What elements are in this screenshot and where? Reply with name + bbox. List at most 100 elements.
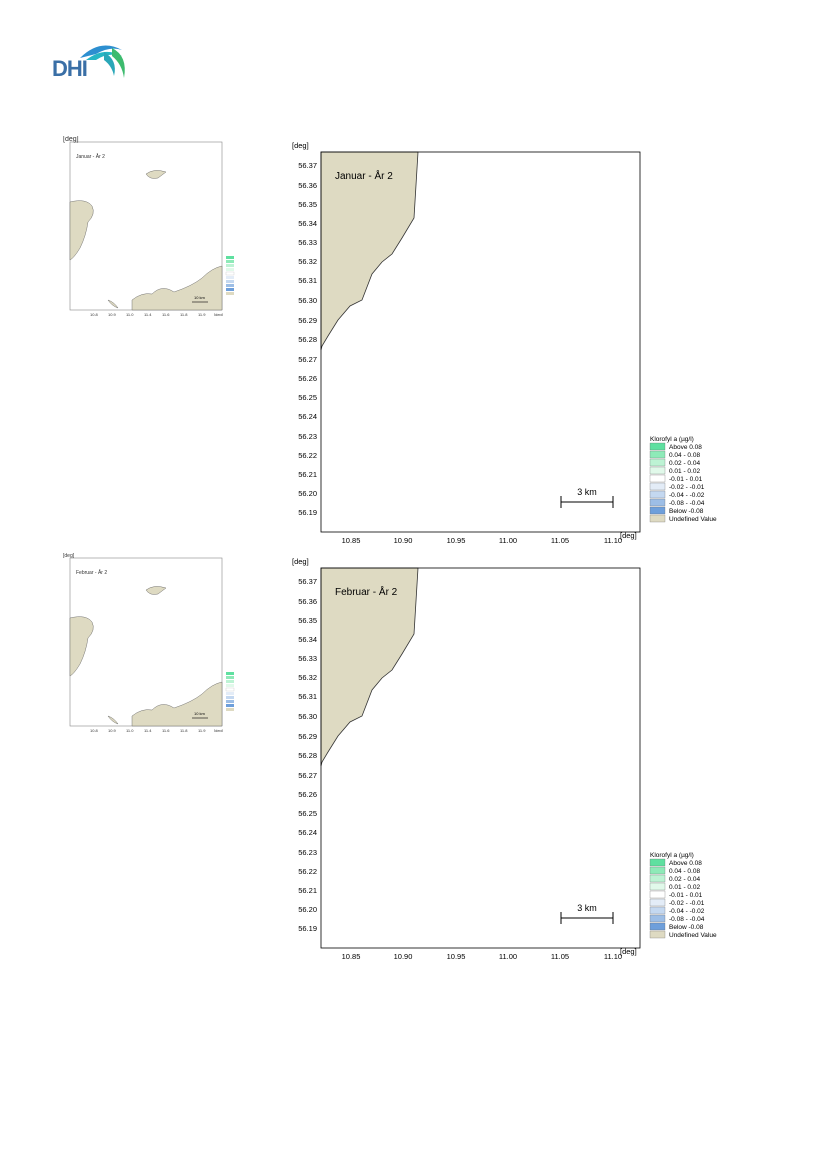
svg-text:11.9: 11.9 bbox=[198, 312, 206, 316]
y-tick: 56.34 bbox=[298, 219, 317, 228]
y-tick: 56.22 bbox=[298, 451, 317, 460]
svg-text:-0.02 - -0.01: -0.02 - -0.01 bbox=[669, 900, 705, 907]
svg-text:[deg]: [deg] bbox=[214, 312, 223, 316]
svg-text:Above 0.08: Above 0.08 bbox=[669, 860, 702, 867]
svg-text:-0.02 - -0.01: -0.02 - -0.01 bbox=[669, 484, 705, 491]
svg-text:11.6: 11.6 bbox=[162, 728, 170, 732]
svg-text:Above 0.08: Above 0.08 bbox=[669, 444, 702, 451]
y-tick: 56.28 bbox=[298, 751, 317, 760]
y-unit-label: [deg] bbox=[292, 141, 309, 150]
svg-text:-0.01 - 0.01: -0.01 - 0.01 bbox=[669, 892, 703, 899]
svg-text:[deg]: [deg] bbox=[214, 728, 223, 732]
y-tick: 56.20 bbox=[298, 905, 317, 914]
y-tick: 56.19 bbox=[298, 508, 317, 517]
svg-text:0.01 - 0.02: 0.01 - 0.02 bbox=[669, 884, 700, 891]
y-tick: 56.28 bbox=[298, 335, 317, 344]
map-frame bbox=[320, 567, 641, 949]
land-polygon bbox=[320, 567, 419, 767]
svg-text:[deg]: [deg] bbox=[63, 553, 75, 559]
svg-text:10.8: 10.8 bbox=[90, 728, 99, 732]
y-tick: 56.35 bbox=[298, 200, 317, 209]
y-tick: 56.27 bbox=[298, 771, 317, 780]
x-tick: 10.85 bbox=[342, 952, 361, 961]
legend-title: Klorofyl a (µg/l) bbox=[650, 436, 694, 443]
svg-text:10 km: 10 km bbox=[194, 711, 206, 716]
y-tick: 56.27 bbox=[298, 355, 317, 364]
y-tick: 56.35 bbox=[298, 616, 317, 625]
y-tick: 56.30 bbox=[298, 296, 317, 305]
svg-text:0.02 - 0.04: 0.02 - 0.04 bbox=[669, 876, 700, 883]
x-tick: 11.00 bbox=[499, 536, 517, 545]
y-tick: 56.21 bbox=[298, 886, 317, 895]
svg-text:-0.08 - -0.04: -0.08 - -0.04 bbox=[669, 916, 705, 923]
svg-text:0.04 - 0.08: 0.04 - 0.08 bbox=[669, 452, 700, 459]
thumb-title: Februar - År 2 bbox=[76, 569, 107, 576]
x-tick: 10.95 bbox=[447, 536, 466, 545]
x-tick: 10.85 bbox=[342, 536, 361, 545]
overview-thumbnail-january: [deg] Januar - År 2 10 km 10.8 10.9 11.0 11… bbox=[62, 136, 272, 316]
svg-text:11.8: 11.8 bbox=[180, 312, 188, 316]
svg-text:-0.04 - -0.02: -0.04 - -0.02 bbox=[669, 908, 705, 915]
svg-text:10.9: 10.9 bbox=[108, 312, 117, 316]
x-tick: 10.95 bbox=[447, 952, 466, 961]
svg-text:Below -0.08: Below -0.08 bbox=[669, 508, 704, 515]
legend: Klorofyl a (µg/l) Above 0.08 0.04 - 0.08… bbox=[649, 852, 717, 939]
y-tick: 56.37 bbox=[298, 161, 317, 170]
y-tick: 56.32 bbox=[298, 257, 317, 266]
svg-text:11.0: 11.0 bbox=[126, 728, 134, 732]
logo-wave-icon bbox=[80, 45, 125, 78]
map-panel-january: [deg] Januar - År 2 56.37 56.36 56.35 56… bbox=[280, 140, 730, 550]
svg-text:11.9: 11.9 bbox=[198, 728, 206, 732]
logo-text: DHI bbox=[52, 56, 88, 81]
svg-text:11.6: 11.6 bbox=[162, 312, 170, 316]
x-unit-label: [deg] bbox=[620, 531, 637, 540]
y-tick: 56.25 bbox=[298, 809, 317, 818]
y-unit-label: [deg] bbox=[292, 557, 309, 566]
y-tick: 56.25 bbox=[298, 393, 317, 402]
y-tick: 56.20 bbox=[298, 489, 317, 498]
svg-text:10.9: 10.9 bbox=[108, 728, 117, 732]
y-tick: 56.26 bbox=[298, 374, 317, 383]
svg-text:-0.04 - -0.02: -0.04 - -0.02 bbox=[669, 492, 705, 499]
x-unit-label: [deg] bbox=[620, 947, 637, 956]
svg-text:0.04 - 0.08: 0.04 - 0.08 bbox=[669, 868, 700, 875]
y-tick: 56.33 bbox=[298, 238, 317, 247]
map-title: Februar - År 2 bbox=[335, 585, 398, 598]
y-tick: 56.30 bbox=[298, 712, 317, 721]
svg-text:Undefined Value: Undefined Value bbox=[669, 932, 717, 939]
svg-text:[deg]: [deg] bbox=[63, 136, 79, 143]
svg-text:-0.01 - 0.01: -0.01 - 0.01 bbox=[669, 476, 703, 483]
y-tick: 56.23 bbox=[298, 432, 317, 441]
svg-text:11.4: 11.4 bbox=[144, 312, 152, 316]
legend-title: Klorofyl a (µg/l) bbox=[650, 852, 694, 859]
y-tick: 56.31 bbox=[298, 692, 317, 701]
scale-bar: 3 km bbox=[560, 487, 614, 508]
x-tick: 11.10 bbox=[604, 952, 622, 961]
svg-text:10 km: 10 km bbox=[194, 295, 206, 300]
svg-text:Below -0.08: Below -0.08 bbox=[669, 924, 704, 931]
dhi-logo: DHI bbox=[52, 38, 132, 82]
svg-text:0.02 - 0.04: 0.02 - 0.04 bbox=[669, 460, 700, 467]
y-tick: 56.24 bbox=[298, 828, 317, 837]
map-frame bbox=[320, 151, 641, 533]
x-tick: 10.90 bbox=[394, 952, 413, 961]
x-tick: 11.05 bbox=[551, 536, 569, 545]
svg-text:3 km: 3 km bbox=[577, 903, 597, 913]
scale-bar: 3 km bbox=[560, 903, 614, 924]
y-tick: 56.21 bbox=[298, 470, 317, 479]
y-tick: 56.22 bbox=[298, 867, 317, 876]
svg-text:11.0: 11.0 bbox=[126, 312, 134, 316]
x-tick: 10.90 bbox=[394, 536, 413, 545]
y-tick: 56.37 bbox=[298, 577, 317, 586]
svg-text:Undefined Value: Undefined Value bbox=[669, 516, 717, 523]
overview-thumbnail-february: [deg] Februar - År 2 10 km 10.8 10.9 11.0 1… bbox=[62, 552, 272, 732]
map-panel-february: [deg] Februar - År 2 56.37 56.36 56.35 5… bbox=[280, 556, 730, 966]
land-polygon bbox=[320, 151, 419, 351]
y-tick: 56.34 bbox=[298, 635, 317, 644]
y-tick: 56.23 bbox=[298, 848, 317, 857]
y-tick: 56.19 bbox=[298, 924, 317, 933]
y-tick: 56.31 bbox=[298, 276, 317, 285]
legend: Klorofyl a (µg/l) Above 0.08 0.04 - 0.08… bbox=[649, 436, 717, 523]
svg-text:11.8: 11.8 bbox=[180, 728, 188, 732]
y-tick: 56.36 bbox=[298, 597, 317, 606]
